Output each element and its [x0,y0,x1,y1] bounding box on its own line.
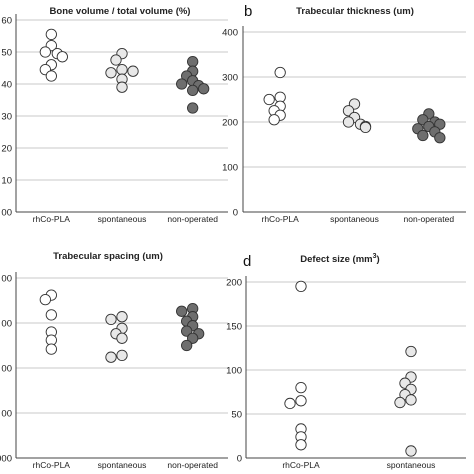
panel-title: Trabecular thickness (um) [296,6,414,17]
panel-letter: d [243,253,251,270]
y-tick-label: 00 [1,274,12,285]
data-point [45,309,57,321]
data-point [187,332,199,344]
data-point [105,313,117,326]
panel-title: Defect size (mm3) [300,253,379,265]
data-point [116,332,128,344]
data-point [56,51,68,63]
y-tick-label: 0 [237,454,242,465]
data-point [268,114,280,126]
y-tick-label: 60 [1,16,12,27]
panel-title: Bone volume / total volume (%) [50,6,191,17]
data-point [39,46,51,58]
category-label: spontaneous [98,214,147,224]
data-point [116,311,128,323]
data-point [434,132,446,144]
data-point [116,63,128,76]
data-point [187,55,199,68]
y-tick-label: 300 [222,73,238,84]
y-tick-label: 150 [226,322,242,333]
data-point [105,67,117,79]
panel-title: Trabecular spacing (um) [53,251,163,262]
data-point [263,93,275,106]
y-tick-label: 200 [222,118,238,129]
y-tick-label: 10 [1,176,12,187]
data-point [342,116,355,128]
y-tick-label: 20 [1,144,12,155]
title-end: ) [377,254,380,265]
panel-defect-size: d Defect size (mm3) 0 50 100 150 200 rhCo-PLA… [226,253,466,470]
data-point [405,445,417,457]
panel-letter: b [244,3,252,20]
y-tick-label: 00 [1,364,12,375]
category-label: spontaneous [330,214,379,224]
data-point [105,351,117,363]
data-point [45,28,57,41]
category-label: spontaneous [98,460,147,470]
data-point [274,66,286,79]
data-point [45,70,57,82]
data-point [405,394,417,406]
data-point [295,395,307,407]
data-point [181,339,193,352]
y-tick-label: 00 [1,208,12,219]
data-point [295,280,307,293]
data-point [284,397,296,410]
data-point [39,293,51,306]
data-point [176,305,188,317]
data-point [181,325,193,337]
data-point [127,65,139,77]
category-label: rhCo-PLA [33,214,71,224]
data-point [359,121,372,134]
data-point [394,396,406,409]
panel-trabecular-thickness: b Trabecular thickness (um) 0 100 200 300 40… [222,3,466,224]
category-label: non-operated [404,214,455,224]
y-tick-label: 400 [222,28,238,39]
data-point [295,439,307,451]
title-text: Defect size (mm [300,254,372,265]
panel-bone-volume: Bone volume / total volume (%) 00 10 20 30 4… [1,6,228,224]
data-point [45,343,57,355]
y-tick-label: 100 [222,163,238,174]
y-tick-label: 100 [226,366,242,377]
y-tick-label: 50 [231,410,242,421]
y-tick-label: 00 [1,319,12,330]
y-tick-label: 50 [1,48,12,59]
data-point [187,102,199,114]
y-tick-label: 30 [1,112,12,123]
data-point [417,129,429,142]
y-tick-label: 00 [1,409,12,420]
data-point [176,78,188,90]
data-point [116,81,128,93]
y-tick-label: 000 [0,454,12,465]
category-label: non-operated [167,460,218,470]
data-point [405,345,417,358]
y-tick-label: 0 [233,208,238,219]
y-tick-label: 200 [226,278,242,289]
category-label: spontaneous [387,460,436,470]
category-label: rhCo-PLA [262,214,300,224]
category-label: non-operated [167,214,218,224]
data-point [110,54,122,66]
category-label: rhCo-PLA [282,460,320,470]
y-tick-label: 40 [1,80,12,91]
category-label: rhCo-PLA [33,460,71,470]
data-point [295,381,307,394]
data-point [116,349,128,362]
data-point [187,84,199,97]
panel-trabecular-spacing: Trabecular spacing (um) 00000000000rhCo-… [0,251,228,470]
title-superscript: 3 [373,253,377,260]
data-point [198,83,210,95]
